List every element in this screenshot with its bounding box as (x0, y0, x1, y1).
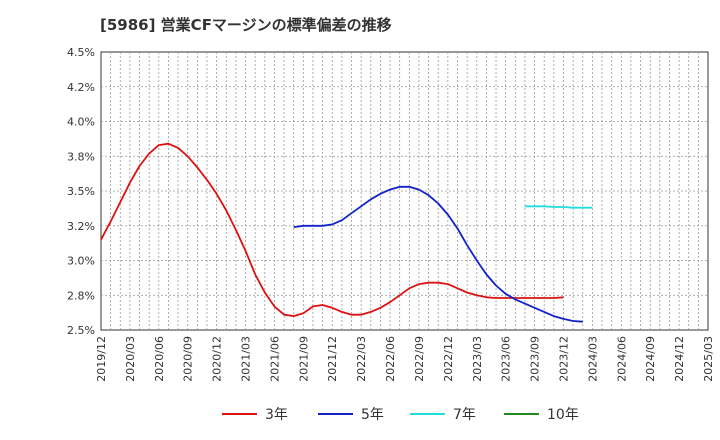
y-tick-label: 3.8% (67, 150, 95, 163)
x-tick-label: 2019/12 (95, 336, 108, 382)
y-tick-label: 2.5% (67, 324, 95, 337)
x-tick-label: 2021/03 (240, 336, 253, 382)
chart-title: [5986] 営業CFマージンの標準偏差の推移 (100, 16, 392, 34)
legend-label-1: 3年 (265, 407, 288, 423)
x-tick-label: 2025/03 (702, 336, 715, 382)
x-tick-label: 2020/09 (182, 336, 195, 382)
x-tick-label: 2024/03 (586, 336, 599, 382)
x-tick-label: 2022/09 (413, 336, 426, 382)
y-tick-label: 3.5% (67, 185, 95, 198)
y-tick-label: 2.8% (67, 289, 95, 302)
x-tick-label: 2023/06 (500, 336, 513, 382)
x-tick-label: 2024/12 (673, 336, 686, 382)
x-tick-label: 2021/06 (268, 336, 281, 382)
x-tick-label: 2021/09 (297, 336, 310, 382)
x-tick-label: 2023/09 (529, 336, 542, 382)
series-line-3 (524, 205, 593, 209)
y-tick-label: 4.0% (67, 116, 95, 129)
x-tick-label: 2020/12 (211, 336, 224, 382)
x-tick-label: 2020/06 (153, 336, 166, 382)
x-tick-label: 2021/12 (326, 336, 339, 382)
y-tick-label: 4.5% (67, 46, 95, 59)
legend-label-3: 7年 (453, 407, 476, 423)
x-tick-label: 2024/06 (615, 336, 628, 382)
legend-label-2: 5年 (361, 407, 384, 423)
series-line-2 (293, 185, 583, 323)
y-tick-label: 4.2% (67, 81, 95, 94)
y-tick-label: 3.0% (67, 255, 95, 268)
plot-area (100, 51, 709, 331)
series-line-1 (100, 142, 564, 318)
x-tick-label: 2022/12 (442, 336, 455, 382)
x-tick-label: 2020/03 (124, 336, 137, 382)
y-tick-label: 3.2% (67, 220, 95, 233)
x-tick-label: 2022/06 (384, 336, 397, 382)
legend-label-4: 10年 (547, 407, 579, 423)
x-tick-label: 2022/03 (355, 336, 368, 382)
x-tick-label: 2023/12 (557, 336, 570, 382)
x-tick-label: 2024/09 (644, 336, 657, 382)
x-tick-label: 2023/03 (471, 336, 484, 382)
